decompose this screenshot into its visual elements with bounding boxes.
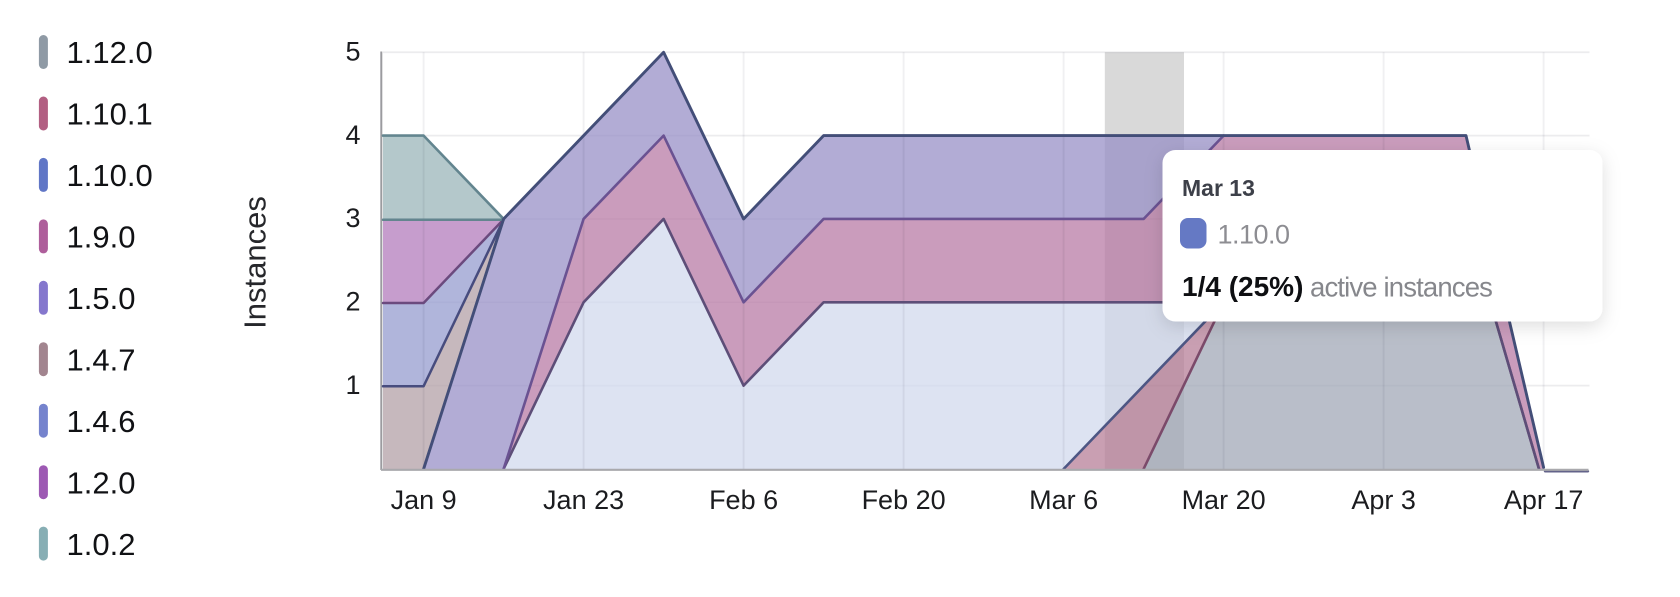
svg-text:Feb 6: Feb 6 [709, 485, 778, 515]
svg-text:Mar 13: Mar 13 [1182, 175, 1255, 201]
svg-text:active instances: active instances [1310, 272, 1492, 303]
svg-text:1/4 (25%): 1/4 (25%) [1182, 271, 1303, 302]
svg-text:4: 4 [345, 120, 360, 150]
svg-text:Apr 17: Apr 17 [1504, 485, 1584, 515]
svg-text:1.9.0: 1.9.0 [67, 220, 136, 255]
svg-text:Mar 20: Mar 20 [1182, 485, 1266, 515]
svg-text:Mar 6: Mar 6 [1029, 485, 1098, 515]
svg-text:Feb 20: Feb 20 [862, 485, 946, 515]
svg-text:1.10.0: 1.10.0 [1218, 220, 1290, 250]
svg-text:1.0.2: 1.0.2 [67, 527, 136, 562]
svg-text:Apr 3: Apr 3 [1351, 485, 1416, 515]
svg-text:1.4.7: 1.4.7 [67, 342, 136, 377]
svg-text:5: 5 [345, 36, 360, 66]
svg-text:1.10.0: 1.10.0 [67, 158, 153, 193]
svg-text:1.12.0: 1.12.0 [67, 35, 153, 70]
svg-text:1.10.1: 1.10.1 [67, 97, 153, 132]
svg-text:1.2.0: 1.2.0 [67, 465, 136, 500]
svg-text:Instances: Instances [238, 196, 273, 329]
svg-text:3: 3 [345, 203, 360, 233]
svg-text:1.4.6: 1.4.6 [67, 404, 136, 439]
svg-text:Jan 23: Jan 23 [543, 485, 624, 515]
svg-text:1: 1 [345, 370, 360, 400]
svg-text:2: 2 [345, 287, 360, 317]
svg-text:Jan 9: Jan 9 [391, 485, 457, 515]
svg-text:1.5.0: 1.5.0 [67, 281, 136, 316]
